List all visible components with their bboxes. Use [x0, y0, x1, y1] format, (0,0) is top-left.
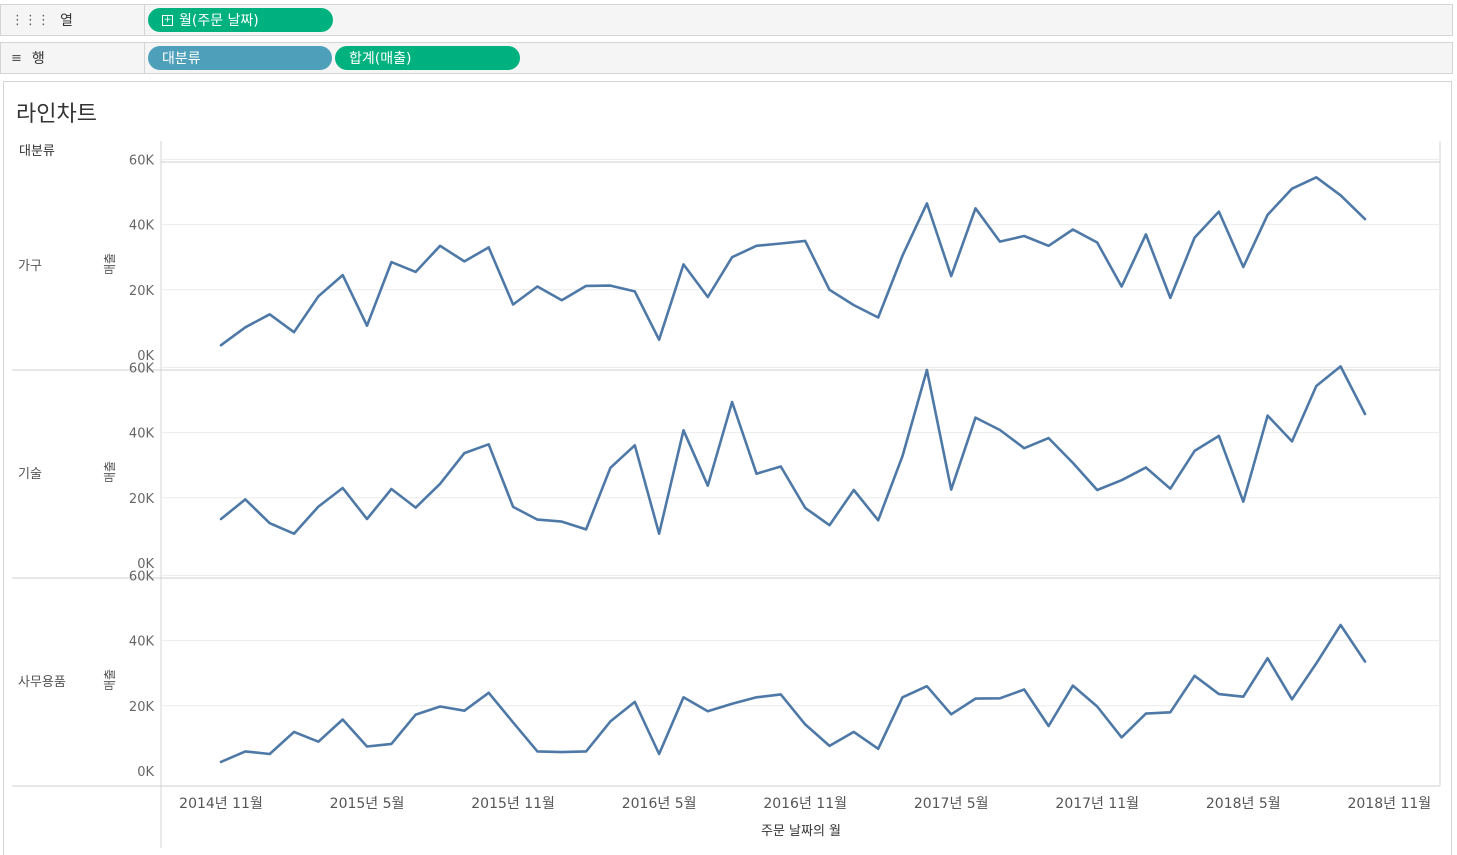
y-tick-label: 60K — [129, 153, 155, 168]
series-line-2 — [221, 625, 1365, 762]
x-tick-label: 2018년 5월 — [1206, 796, 1281, 812]
x-tick-label: 2015년 11월 — [471, 796, 555, 812]
x-tick-label: 2016년 11월 — [763, 796, 847, 812]
x-tick-label: 2017년 11월 — [1055, 796, 1139, 812]
x-tick-label: 2016년 5월 — [622, 796, 697, 812]
row-category-label: 기술 — [18, 467, 42, 482]
x-axis-title: 주문 날짜의 월 — [761, 824, 841, 839]
y-tick-label: 60K — [129, 569, 155, 584]
y-tick-label: 0K — [137, 765, 154, 780]
y-axis-title: 매출 — [103, 669, 117, 691]
y-tick-label: 60K — [129, 361, 155, 376]
series-line-0 — [221, 177, 1365, 345]
y-tick-label: 20K — [129, 700, 155, 715]
x-tick-label: 2015년 5월 — [330, 796, 405, 812]
row-category-label: 가구 — [18, 259, 42, 274]
x-tick-label: 2017년 5월 — [914, 796, 989, 812]
series-line-1 — [221, 366, 1365, 533]
x-tick-label: 2018년 11월 — [1347, 796, 1431, 812]
y-tick-label: 40K — [129, 635, 155, 650]
y-axis-title: 매출 — [103, 253, 117, 275]
y-tick-label: 20K — [129, 492, 155, 507]
y-tick-label: 40K — [129, 219, 155, 234]
row-header-title: 대분류 — [19, 144, 55, 159]
y-axis-title: 매출 — [103, 461, 117, 483]
y-tick-label: 20K — [129, 284, 155, 299]
y-tick-label: 40K — [129, 427, 155, 442]
row-category-label: 사무용품 — [18, 675, 66, 690]
x-tick-label: 2014년 11월 — [179, 796, 263, 812]
